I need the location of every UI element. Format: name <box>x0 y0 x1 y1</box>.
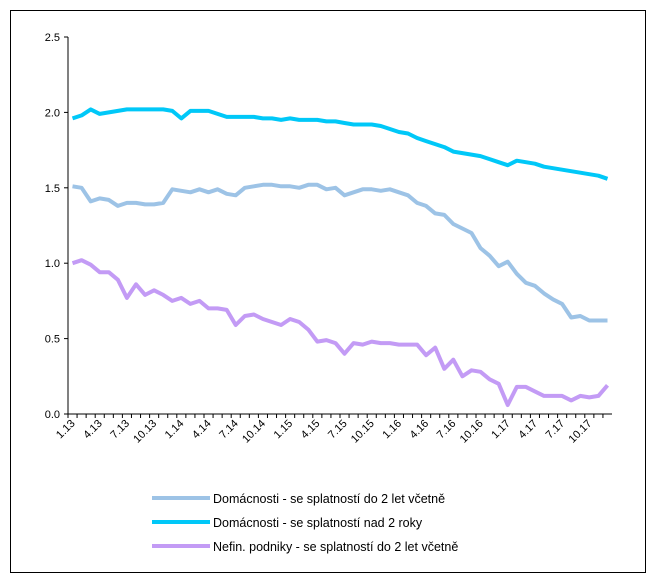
series-line <box>72 182 608 323</box>
series-line <box>71 258 610 407</box>
y-tick-label: 2.5 <box>45 32 60 44</box>
chart-border <box>10 10 646 573</box>
y-tick-label: 1.0 <box>45 258 60 270</box>
y-tick-label: 0.0 <box>45 409 60 421</box>
y-tick-label: 0.5 <box>45 334 60 346</box>
legend-label: Nefin. podniky - se splatností do 2 let … <box>213 540 458 554</box>
y-tick-label: 2.0 <box>45 107 60 119</box>
legend-label: Domácnosti - se splatností nad 2 roky <box>213 516 423 530</box>
y-tick-label: 1.5 <box>45 183 60 195</box>
legend-label: Domácnosti - se splatností do 2 let včet… <box>213 492 445 506</box>
series-line <box>71 107 609 181</box>
